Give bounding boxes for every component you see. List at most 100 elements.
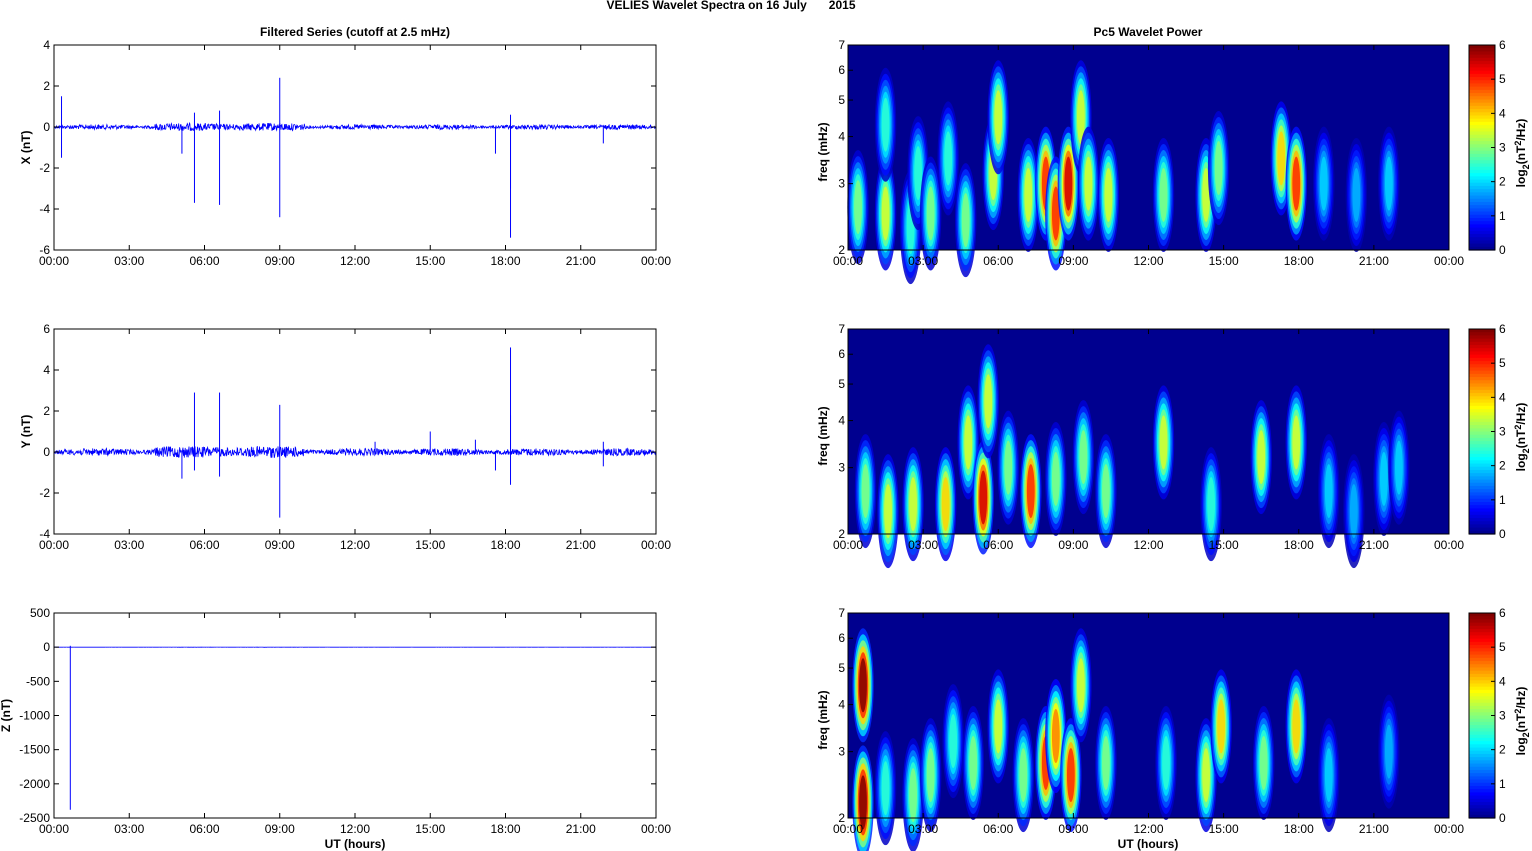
colorbar-swatch [1469, 198, 1495, 203]
colorbar-swatch [1469, 412, 1495, 417]
colorbar-swatch [1469, 444, 1495, 449]
colorbar-swatch [1469, 619, 1495, 624]
colorbar-swatch [1469, 402, 1495, 407]
right-column-title: Pc5 Wavelet Power [1094, 25, 1203, 39]
colorbar-swatch [1469, 233, 1495, 238]
ytick-label: -2 [39, 161, 50, 175]
wavelet-power-mark [914, 146, 923, 201]
colorbar-swatch [1469, 96, 1495, 101]
right-xtick-label: 12:00 [1133, 254, 1163, 268]
wavelet-power-mark [964, 415, 973, 470]
left-xtick-label: 21:00 [566, 822, 596, 836]
wavelet-power-mark [1379, 451, 1388, 506]
colorbar-tick-label: 4 [1499, 674, 1506, 688]
wavelet-power-mark [994, 90, 1003, 145]
colorbar-label-part: (nT [1514, 145, 1528, 164]
colorbar-swatch [1469, 389, 1495, 394]
left-xtick-label: 03:00 [114, 254, 144, 268]
wavelet-power-mark [1051, 709, 1060, 764]
ytick-label: 6 [838, 63, 845, 77]
colorbar-tick-label: 2 [1499, 459, 1506, 473]
right-xlabel: UT (hours) [1118, 837, 1179, 851]
ytick-label: 6 [838, 631, 845, 645]
panels: 420-2-4-600:00 03:00 06:00 09:00 12:00 15:00 1… [0, 38, 1531, 851]
colorbar-swatch [1469, 434, 1495, 439]
colorbar-tick-label: 1 [1499, 209, 1506, 223]
colorbar-swatch [1469, 93, 1495, 97]
ytick-label: 2 [43, 404, 50, 418]
colorbar-swatch [1469, 134, 1495, 139]
colorbar-label-part: log [1514, 169, 1528, 187]
colorbar-label-part: log [1514, 737, 1528, 755]
colorbar-swatch [1469, 179, 1495, 184]
colorbar-swatch [1469, 351, 1495, 356]
wavelet-power-mark [1004, 440, 1013, 495]
right-xtick-label: 15:00 [1209, 822, 1239, 836]
colorbar-swatch [1469, 514, 1495, 519]
colorbar-swatch [1469, 661, 1495, 665]
colorbar-tick-label: 1 [1499, 493, 1506, 507]
ytick-label: 7 [838, 322, 845, 336]
ytick-label: -2000 [19, 777, 50, 791]
colorbar-swatch [1469, 418, 1495, 423]
wavelet-power-mark [859, 775, 867, 830]
colorbar-swatch [1469, 801, 1495, 806]
colorbar-swatch [1469, 246, 1495, 251]
left-xtick-label: 09:00 [265, 822, 295, 836]
colorbar-swatch [1469, 211, 1495, 216]
wavelet-power-mark [881, 97, 890, 152]
colorbar-swatch [1469, 447, 1495, 452]
wavelet-power-mark [1024, 167, 1033, 222]
wavelet-power-mark [1214, 141, 1223, 196]
colorbar-swatch [1469, 237, 1495, 241]
ytick-label: 4 [43, 363, 50, 377]
wavelet-power-mark [1217, 699, 1226, 754]
colorbar-swatch [1469, 521, 1495, 525]
colorbar-swatch [1469, 214, 1495, 219]
colorbar-swatch [1469, 629, 1495, 633]
colorbar-swatch [1469, 737, 1495, 742]
right-xtick-label: 21:00 [1359, 538, 1389, 552]
ytick-label: 2 [838, 811, 845, 825]
figure-suptitle: VELIES Wavelet Spectra on 16 July 2015 [607, 0, 856, 12]
colorbar-swatch [1469, 144, 1495, 149]
colorbar-swatch [1469, 70, 1495, 75]
left-xtick-label: 12:00 [340, 254, 370, 268]
wavelet-power-mark [861, 464, 870, 519]
colorbar-swatch [1469, 67, 1495, 72]
colorbar-swatch [1469, 492, 1495, 497]
colorbar-swatch [1469, 437, 1495, 442]
colorbar-tick-label: 0 [1499, 527, 1506, 541]
wavelet-power-mark [1349, 484, 1358, 539]
colorbar-swatch [1469, 147, 1495, 152]
ytick-label: 2 [838, 243, 845, 257]
colorbar-swatch [1469, 638, 1495, 643]
colorbar-swatch [1469, 195, 1495, 200]
colorbar-swatch [1469, 712, 1495, 717]
left-xtick-label: 12:00 [340, 822, 370, 836]
colorbar-swatch [1469, 345, 1495, 349]
colorbar-swatch [1469, 329, 1495, 333]
right-xtick-label: 09:00 [1058, 254, 1088, 268]
wavelet-power-mark [1102, 735, 1110, 790]
colorbar-swatch [1469, 709, 1495, 713]
ytick-label: 3 [838, 745, 845, 759]
wavelet-power-mark [994, 699, 1003, 754]
colorbar-swatch [1469, 457, 1495, 461]
left-xtick-label: 15:00 [415, 254, 445, 268]
colorbar-swatch [1469, 625, 1495, 630]
wavelet-power-mark [1162, 735, 1170, 790]
colorbar-swatch [1469, 89, 1495, 94]
wavelet-power-mark [969, 735, 978, 790]
colorbar-tick-label: 2 [1499, 175, 1506, 189]
colorbar-swatch [1469, 654, 1495, 659]
colorbar-swatch [1469, 641, 1495, 646]
right-xtick-label: 00:00 [1434, 822, 1464, 836]
colorbar-swatch [1469, 109, 1495, 113]
colorbar-swatch [1469, 86, 1495, 91]
colorbar-swatch [1469, 795, 1495, 800]
